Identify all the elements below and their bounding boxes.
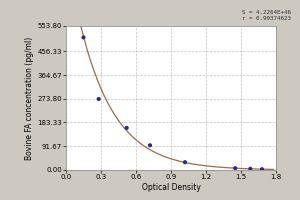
Point <box>96 97 101 101</box>
Point <box>260 168 264 171</box>
Point <box>248 167 253 170</box>
Point <box>124 126 129 129</box>
Point <box>81 36 86 39</box>
Text: S = 4.2264E+46
r = 0.99374623: S = 4.2264E+46 r = 0.99374623 <box>242 10 291 21</box>
Point <box>233 167 238 170</box>
Y-axis label: Bovine FA concentration (pg/ml): Bovine FA concentration (pg/ml) <box>25 36 34 160</box>
Point <box>183 161 188 164</box>
Point <box>148 144 152 147</box>
X-axis label: Optical Density: Optical Density <box>142 183 200 192</box>
